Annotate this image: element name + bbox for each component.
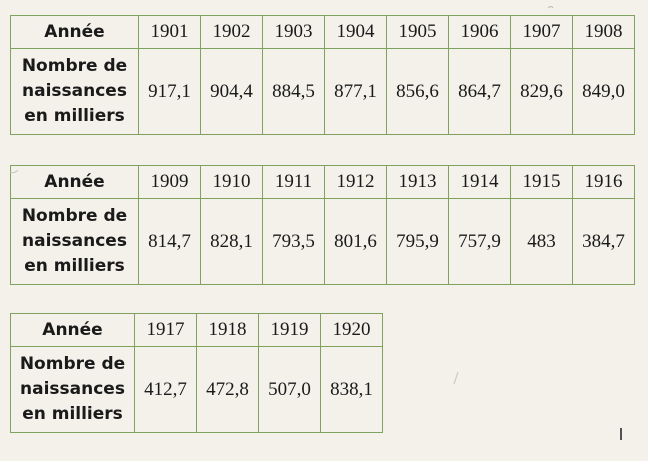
births-label-line: Nombre de xyxy=(21,206,128,226)
pencil-mark xyxy=(547,6,554,9)
births-cell: 917,1 xyxy=(138,48,201,135)
year-cell: 1918 xyxy=(196,313,259,347)
births-label-line: en milliers xyxy=(22,404,123,424)
births-label-line: naissances xyxy=(20,379,125,399)
births-table-1917-1920: Année 1917 1918 1919 1920 Nombre de nais… xyxy=(10,313,383,433)
births-cell: 904,4 xyxy=(200,48,263,135)
year-cell: 1910 xyxy=(200,165,263,199)
births-row-header: Nombre de naissances en milliers xyxy=(10,198,139,285)
births-row-header: Nombre de naissances en milliers xyxy=(10,346,135,433)
year-cell: 1913 xyxy=(386,165,449,199)
births-cell: 884,5 xyxy=(262,48,325,135)
year-cell: 1917 xyxy=(134,313,197,347)
year-cell: 1907 xyxy=(510,15,573,49)
year-cell: 1908 xyxy=(572,15,635,49)
births-cell: 757,9 xyxy=(448,198,511,285)
births-row: Nombre de naissances en milliers 814,7 8… xyxy=(10,198,635,285)
births-table-1909-1916: Année 1909 1910 1911 1912 1913 1914 1915… xyxy=(10,165,635,285)
year-cell: 1912 xyxy=(324,165,387,199)
births-cell: 856,6 xyxy=(386,48,449,135)
year-cell: 1920 xyxy=(320,313,383,347)
year-cell: 1915 xyxy=(510,165,573,199)
births-cell: 483 xyxy=(510,198,573,285)
year-cell: 1902 xyxy=(200,15,263,49)
births-label-line: Nombre de xyxy=(19,354,126,374)
births-label-line: Nombre de xyxy=(21,56,128,76)
year-cell: 1909 xyxy=(138,165,201,199)
births-label-line: en milliers xyxy=(24,256,125,276)
year-row-header: Année xyxy=(10,15,139,49)
year-cell: 1919 xyxy=(258,313,321,347)
births-cell: 814,7 xyxy=(138,198,201,285)
births-label-line: naissances xyxy=(22,81,127,101)
births-cell: 412,7 xyxy=(134,346,197,433)
births-label-line: en milliers xyxy=(24,106,125,126)
year-row: Année 1917 1918 1919 1920 xyxy=(10,313,383,347)
year-cell: 1911 xyxy=(262,165,325,199)
births-cell: 793,5 xyxy=(262,198,325,285)
births-cell: 384,7 xyxy=(572,198,635,285)
year-cell: 1914 xyxy=(448,165,511,199)
births-cell: 838,1 xyxy=(320,346,383,433)
year-cell: 1906 xyxy=(448,15,511,49)
year-cell: 1903 xyxy=(262,15,325,49)
births-table-1901-1908: Année 1901 1902 1903 1904 1905 1906 1907… xyxy=(10,15,635,135)
year-cell: 1904 xyxy=(324,15,387,49)
births-cell: 472,8 xyxy=(196,346,259,433)
births-cell: 829,6 xyxy=(510,48,573,135)
year-row: Année 1909 1910 1911 1912 1913 1914 1915… xyxy=(10,165,635,199)
births-cell: 507,0 xyxy=(258,346,321,433)
births-row: Nombre de naissances en milliers 412,7 4… xyxy=(10,346,383,433)
births-cell: 801,6 xyxy=(324,198,387,285)
births-cell: 877,1 xyxy=(324,48,387,135)
year-cell: 1901 xyxy=(138,15,201,49)
year-row-header: Année xyxy=(10,165,139,199)
births-cell: 795,9 xyxy=(386,198,449,285)
births-label-line: naissances xyxy=(22,231,127,251)
year-row: Année 1901 1902 1903 1904 1905 1906 1907… xyxy=(10,15,635,49)
births-row-header: Nombre de naissances en milliers xyxy=(10,48,139,135)
births-cell: 849,0 xyxy=(572,48,635,135)
year-cell: 1905 xyxy=(386,15,449,49)
year-cell: 1916 xyxy=(572,165,635,199)
year-row-header: Année xyxy=(10,313,135,347)
births-cell: 864,7 xyxy=(448,48,511,135)
births-cell: 828,1 xyxy=(200,198,263,285)
pencil-mark xyxy=(453,371,459,385)
births-row: Nombre de naissances en milliers 917,1 9… xyxy=(10,48,635,135)
